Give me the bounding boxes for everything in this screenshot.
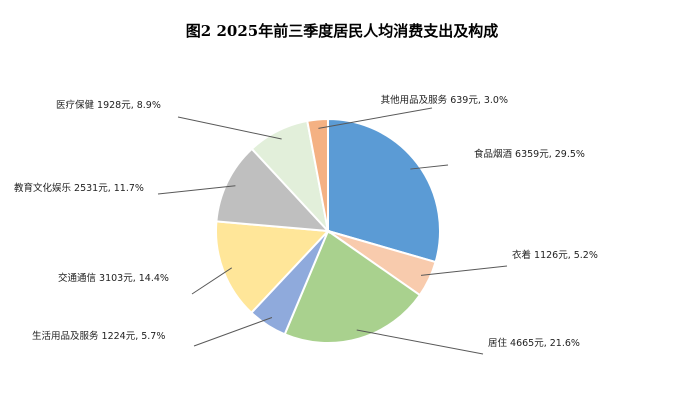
- leader-line-7: [177, 116, 282, 140]
- leader-line-2: [420, 265, 508, 276]
- leader-line-5: [191, 267, 233, 295]
- slice-label-8: 其他用品及服务 639元, 3.0%: [381, 94, 508, 106]
- pie-slice-8: [306, 117, 329, 232]
- leader-line-8: [318, 107, 433, 129]
- pie-slice-1: [327, 117, 441, 264]
- slice-label-1: 食品烟酒 6359元, 29.5%: [474, 148, 585, 160]
- slice-label-3: 居住 4665元, 21.6%: [488, 337, 580, 349]
- leader-line-4: [193, 316, 273, 347]
- leader-line-3: [356, 329, 484, 355]
- chart-title: 图2 2025年前三季度居民人均消费支出及构成: [185, 22, 499, 40]
- leader-line-6: [157, 185, 236, 195]
- pie-slice-5: [215, 220, 331, 315]
- slice-label-5: 交通通信 3103元, 14.4%: [58, 272, 169, 284]
- leader-line-1: [410, 164, 449, 170]
- slice-label-4: 生活用品及服务 1224元, 5.7%: [32, 330, 165, 342]
- pie-slice-3: [283, 229, 422, 344]
- slice-label-2: 衣着 1126元, 5.2%: [512, 249, 598, 261]
- slice-label-6: 教育文化娱乐 2531元, 11.7%: [14, 182, 144, 194]
- slice-label-7: 医疗保健 1928元, 8.9%: [56, 99, 161, 111]
- pie-slice-6: [215, 147, 331, 233]
